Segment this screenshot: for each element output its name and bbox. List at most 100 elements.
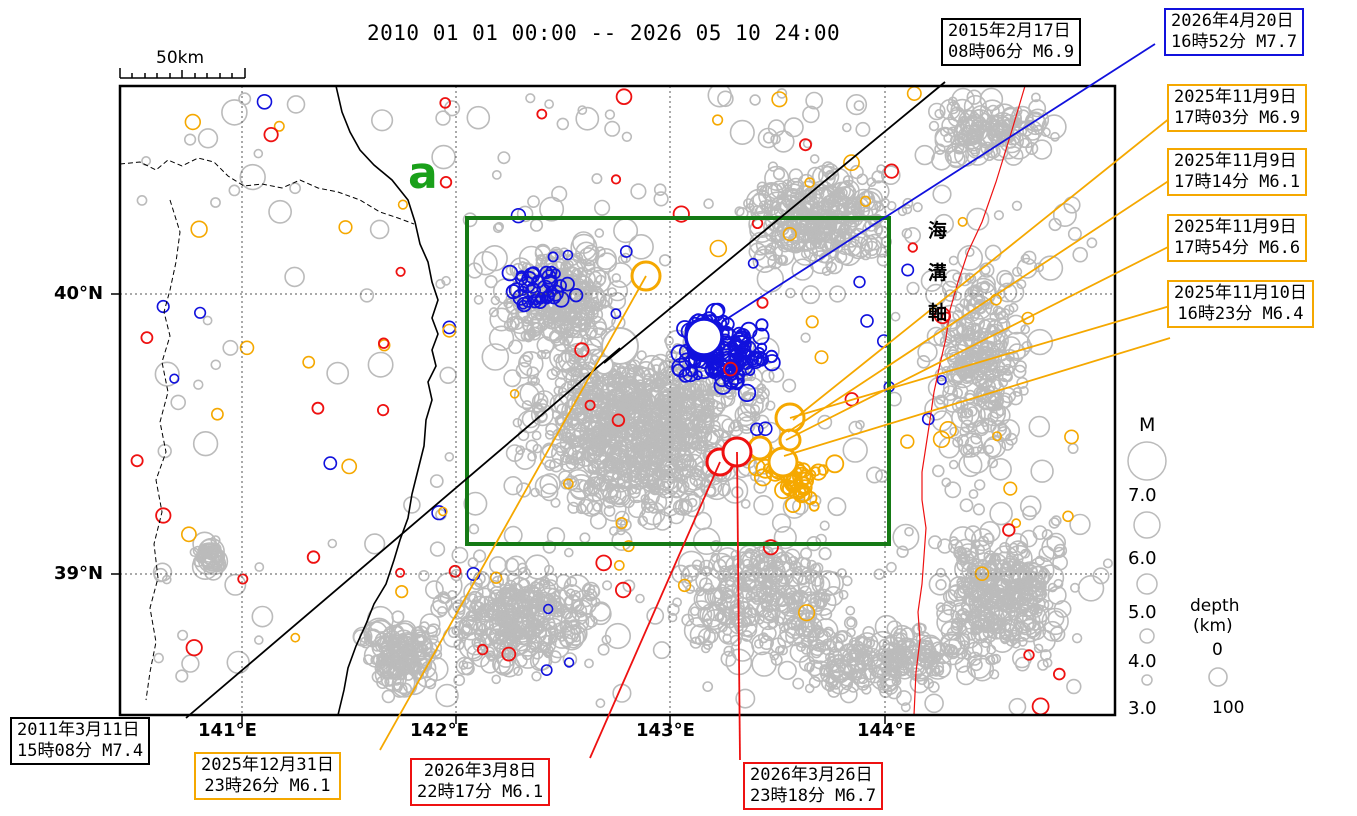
- earthquake-epicenter: [792, 626, 815, 649]
- earthquake-epicenter: [658, 254, 672, 267]
- earthquake-epicenter: [460, 661, 475, 676]
- earthquake-epicenter: [931, 149, 952, 171]
- earthquake-epicenter: [808, 193, 824, 209]
- earthquake-epicenter: [192, 431, 219, 457]
- earthquake-epicenter: [222, 339, 239, 356]
- earthquake-epicenter: [695, 567, 721, 593]
- earthquake-epicenter: [503, 318, 517, 332]
- nov-2025-epicenter: [843, 154, 860, 172]
- earthquake-epicenter: [964, 323, 983, 342]
- earthquake-epicenter: [544, 459, 556, 472]
- earthquake-epicenter: [154, 361, 180, 387]
- earthquake-epicenter: [1041, 114, 1067, 140]
- earthquake-epicenter: [981, 552, 1009, 580]
- earthquake-epicenter: [481, 245, 508, 272]
- earthquake-epicenter: [956, 557, 971, 573]
- magnitude-legend-value: 3.0: [1128, 698, 1157, 719]
- earthquake-epicenter: [901, 204, 913, 215]
- earthquake-epicenter: [837, 568, 847, 578]
- earthquake-epicenter: [931, 410, 953, 432]
- earthquake-epicenter: [604, 120, 621, 137]
- earthquake-epicenter: [596, 252, 618, 273]
- prefecture-border: [145, 199, 181, 701]
- nov-2025-epicenter: [932, 430, 951, 448]
- earthquake-epicenter: [929, 657, 939, 668]
- earthquake-epicenter: [424, 651, 437, 663]
- earthquake-epicenter: [597, 643, 610, 656]
- earthquake-epicenter: [563, 547, 574, 558]
- earthquake-epicenter: [488, 556, 507, 574]
- earthquake-epicenter: [880, 674, 898, 692]
- earthquake-epicenter: [587, 306, 604, 323]
- earthquake-epicenter: [601, 580, 613, 591]
- earthquake-epicenter: [996, 269, 1014, 287]
- earthquake-epicenter: [855, 121, 871, 137]
- march-2026-epicenter: [439, 175, 453, 189]
- earthquake-epicenter: [531, 671, 542, 682]
- earthquake-epicenter: [1030, 459, 1054, 483]
- nov-2025-epicenter: [677, 578, 692, 593]
- earthquake-epicenter: [962, 444, 973, 456]
- earthquake-epicenter: [800, 248, 811, 259]
- earthquake-epicenter: [919, 647, 935, 663]
- earthquake-epicenter: [989, 501, 1013, 526]
- nov-2025-epicenter: [180, 526, 197, 543]
- nov-2025-epicenter: [825, 454, 845, 474]
- earthquake-epicenter: [508, 339, 523, 355]
- earthquake-epicenter: [925, 662, 940, 677]
- earthquake-epicenter: [527, 195, 540, 208]
- march-2026-epicenter: [615, 581, 632, 599]
- earthquake-epicenter: [1026, 585, 1037, 595]
- earthquake-epicenter: [514, 448, 537, 471]
- earthquake-epicenter: [474, 595, 500, 621]
- earthquake-epicenter: [578, 280, 589, 291]
- earthquake-epicenter: [515, 305, 531, 321]
- earthquake-epicenter: [521, 319, 533, 331]
- earthquake-epicenter: [960, 610, 974, 624]
- earthquake-epicenter: [973, 108, 984, 119]
- earthquake-epicenter: [956, 665, 976, 686]
- earthquake-epicenter: [542, 617, 556, 630]
- earthquake-epicenter: [1000, 119, 1011, 129]
- earthquake-epicenter: [684, 415, 700, 431]
- earthquake-epicenter: [598, 443, 621, 467]
- april-2026-epicenter: [442, 320, 457, 335]
- earthquake-epicenter: [633, 379, 647, 394]
- earthquake-epicenter: [948, 255, 959, 266]
- earthquake-epicenter: [525, 93, 536, 104]
- earthquake-epicenter: [504, 630, 530, 656]
- earthquake-epicenter: [681, 493, 705, 518]
- march-2026-epicenter: [1002, 523, 1016, 537]
- earthquake-epicenter: [838, 589, 849, 600]
- earthquake-epicenter: [934, 126, 956, 148]
- earthquake-epicenter: [429, 474, 444, 488]
- earthquake-epicenter: [749, 545, 774, 570]
- march-2026-epicenter: [448, 564, 462, 578]
- earthquake-epicenter: [664, 335, 674, 346]
- earthquake-epicenter: [573, 348, 589, 364]
- earthquake-epicenter: [747, 607, 758, 619]
- earthquake-epicenter: [797, 203, 808, 214]
- earthquake-epicenter: [936, 609, 964, 636]
- earthquake-epicenter: [535, 254, 547, 266]
- nov-2025-epicenter: [817, 464, 829, 476]
- earthquake-epicenter: [621, 131, 633, 143]
- earthquake-epicenter: [965, 366, 975, 377]
- earthquake-epicenter: [892, 523, 920, 551]
- earthquake-epicenter: [772, 167, 786, 181]
- earthquake-epicenter: [488, 325, 515, 351]
- earthquake-epicenter: [503, 525, 523, 545]
- earthquake-epicenter: [1018, 618, 1042, 643]
- earthquake-epicenter: [251, 605, 274, 628]
- earthquake-epicenter: [971, 613, 989, 631]
- april-2026-epicenter: [547, 251, 559, 263]
- earthquake-epicenter: [971, 596, 989, 614]
- earthquake-epicenter: [667, 612, 678, 623]
- earthquake-epicenter: [691, 559, 703, 571]
- earthquake-epicenter: [890, 311, 901, 322]
- earthquake-epicenter: [567, 407, 592, 432]
- earthquake-epicenter: [566, 487, 586, 508]
- earthquake-epicenter: [793, 617, 813, 637]
- earthquake-epicenter: [780, 225, 806, 252]
- earthquake-epicenter: [541, 349, 551, 360]
